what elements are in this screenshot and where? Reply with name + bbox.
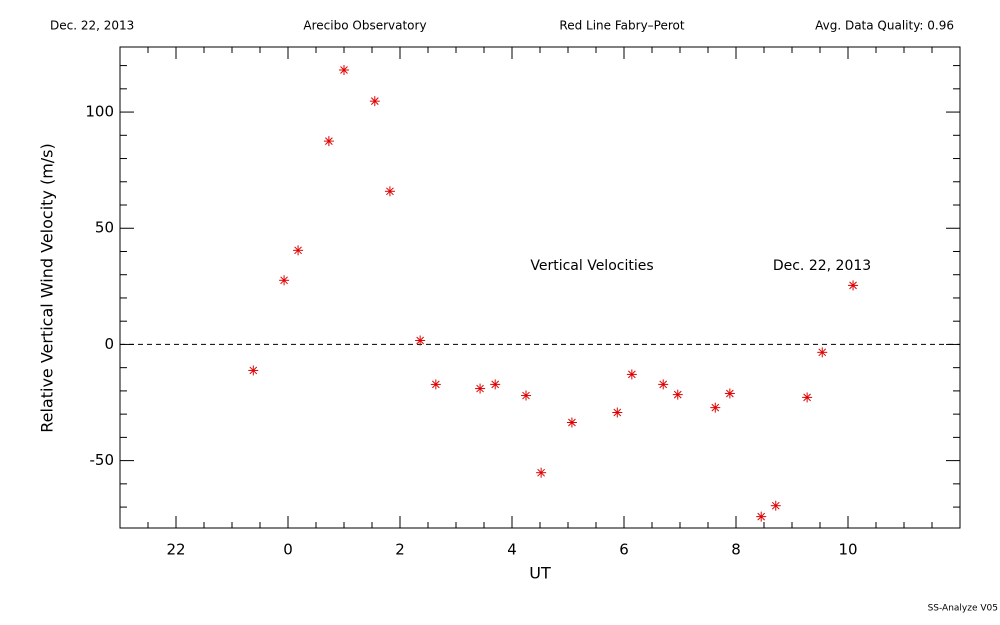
y-tick-label: 0 [104,335,114,353]
point-stroke [627,370,636,379]
point-stroke [431,380,440,389]
point [248,365,259,376]
point [658,379,669,390]
point-stroke [818,348,827,357]
header-instrument: Red Line Fabry–Perot [559,19,684,33]
point-stroke [771,501,780,510]
point-stroke [711,403,720,412]
point-stroke [416,336,425,345]
y-tick-label: 100 [85,103,114,121]
point [612,407,623,418]
y-tick-label: 50 [95,219,114,237]
point [475,383,486,394]
x-tick-label: 22 [166,541,185,559]
point-stroke [249,366,258,375]
x-tick-label: 0 [283,541,293,559]
point [279,275,290,286]
point-stroke [340,66,348,74]
point-stroke [849,281,857,290]
point-stroke [757,512,766,521]
point-stroke [613,408,622,417]
point [415,335,426,346]
annotation: Vertical Velocities [530,258,653,274]
point [566,417,577,428]
point-stroke [537,468,545,477]
point-stroke [522,391,530,400]
point-stroke [673,390,682,399]
point [369,96,380,107]
x-tick-label: 10 [838,541,857,559]
x-tick-label: 8 [731,541,741,559]
x-tick-label: 2 [395,541,405,559]
point [848,280,859,291]
x-tick-label: 6 [619,541,629,559]
point [710,402,721,413]
point [384,186,395,197]
point-stroke [294,246,302,255]
header-quality: Avg. Data Quality: 0.96 [815,19,954,33]
point [802,392,813,403]
point-stroke [325,137,333,145]
point-stroke [568,418,576,427]
point [323,136,334,147]
point [430,379,441,390]
point [339,65,349,76]
point [490,379,501,390]
point [756,511,767,522]
point-stroke [370,97,379,105]
point [770,500,781,511]
point-stroke [803,393,811,402]
y-axis-label: Relative Vertical Wind Velocity (m/s) [38,143,57,433]
point-stroke [725,389,734,398]
y-tick-label: -50 [90,451,115,469]
point [724,388,735,399]
point [626,369,637,380]
header-date: Dec. 22, 2013 [50,19,134,33]
point [521,390,531,401]
point-stroke [386,187,394,196]
point [817,347,828,358]
point-stroke [491,380,500,389]
x-axis-label: UT [529,564,551,583]
header-site: Arecibo Observatory [303,19,426,33]
point [672,389,683,400]
x-tick-label: 4 [507,541,517,559]
footer: SS-Analyze V05 [928,604,998,614]
point-stroke [476,384,484,393]
point-stroke [280,276,288,285]
point [293,245,304,256]
point [536,467,547,478]
annotation: Dec. 22, 2013 [773,258,871,274]
point-stroke [659,380,668,389]
